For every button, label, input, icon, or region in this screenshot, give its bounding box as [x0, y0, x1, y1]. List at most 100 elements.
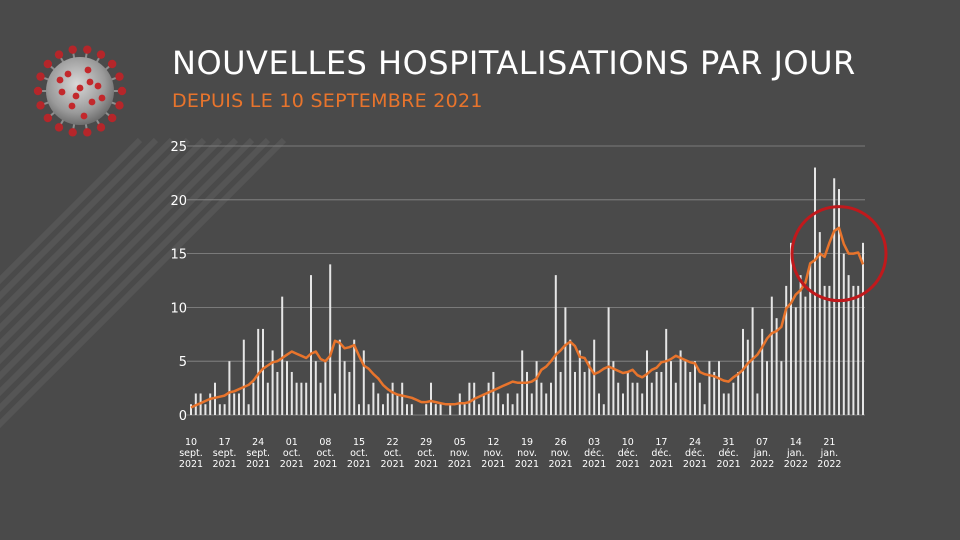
bar — [233, 393, 236, 415]
stripe — [0, 137, 255, 397]
x-tick-label: 24 déc. 2021 — [683, 437, 707, 470]
annotations — [790, 205, 888, 303]
x-tick-label: 03 déc. 2021 — [582, 437, 606, 470]
bar — [665, 328, 668, 415]
bar — [377, 393, 380, 415]
bar — [574, 371, 576, 415]
x-tick-label: 21 jan. 2022 — [817, 437, 841, 470]
bar — [607, 307, 610, 415]
bar — [862, 242, 864, 415]
coronavirus-icon — [33, 45, 127, 137]
x-tick-label: 12 nov. 2021 — [481, 437, 505, 470]
bar — [703, 404, 706, 415]
bar — [722, 393, 725, 415]
bar — [684, 361, 687, 415]
bar — [348, 371, 351, 415]
bar — [487, 382, 490, 415]
stripe — [0, 137, 271, 413]
bar — [578, 350, 581, 415]
page-subtitle: DEPUIS LE 10 SEPTEMBRE 2021 — [172, 90, 483, 112]
bar — [372, 382, 375, 415]
stripe — [0, 137, 207, 349]
bar — [300, 382, 303, 415]
bar — [386, 393, 389, 415]
bar — [833, 178, 836, 415]
bar — [636, 382, 639, 415]
bar — [775, 318, 778, 415]
bar — [367, 404, 370, 415]
bar — [804, 296, 807, 415]
x-tick-label: 07 jan. 2022 — [750, 437, 774, 470]
bar — [828, 285, 831, 415]
bar — [406, 404, 408, 415]
bar — [617, 382, 620, 415]
x-tick-label: 05 nov. 2021 — [448, 437, 472, 470]
bar — [468, 382, 471, 415]
x-tick-label: 01 oct. 2021 — [280, 437, 304, 470]
bar — [550, 382, 552, 415]
bar — [554, 275, 557, 415]
y-tick-label: 20 — [170, 194, 187, 209]
bar — [809, 264, 812, 415]
bar — [329, 264, 332, 415]
bar — [526, 371, 528, 415]
x-tick-label: 26 nov. 2021 — [549, 437, 573, 470]
x-tick-label: 10 déc. 2021 — [616, 437, 640, 470]
bar — [780, 361, 783, 415]
bar — [732, 382, 735, 415]
bar — [434, 404, 437, 415]
bar — [252, 382, 255, 415]
x-tick-label: 17 sept. 2021 — [213, 437, 237, 470]
bar — [262, 328, 264, 415]
bar — [276, 371, 279, 415]
bar — [737, 371, 740, 415]
bar — [506, 393, 509, 415]
bar — [218, 404, 221, 415]
bar — [391, 382, 394, 415]
bar — [746, 339, 749, 415]
bar — [338, 339, 341, 415]
bar — [497, 393, 500, 415]
y-tick-label: 25 — [170, 140, 187, 155]
bar — [396, 393, 399, 415]
stripe — [0, 137, 287, 429]
bar — [612, 361, 615, 415]
bar — [742, 328, 744, 415]
bar — [425, 404, 428, 415]
bar — [842, 253, 845, 415]
bar — [314, 361, 317, 415]
stripe — [0, 137, 143, 285]
bar — [626, 371, 629, 415]
bar — [430, 382, 432, 415]
bar — [401, 382, 404, 415]
bar — [694, 361, 696, 415]
bar — [670, 361, 672, 415]
bar — [247, 404, 250, 415]
bar — [223, 404, 226, 415]
bar — [766, 361, 768, 415]
bar — [511, 404, 514, 415]
x-tick-label: 31 déc. 2021 — [717, 437, 741, 470]
bar — [598, 393, 600, 415]
x-tick-label: 14 jan. 2022 — [784, 437, 808, 470]
bar — [439, 404, 442, 415]
bar — [266, 382, 269, 415]
stripe — [0, 137, 239, 381]
bar — [660, 371, 663, 415]
y-tick-label: 0 — [179, 409, 187, 424]
bar — [847, 275, 850, 415]
bar — [463, 404, 466, 415]
bar — [271, 350, 274, 415]
bar — [502, 404, 504, 415]
bar — [593, 339, 596, 415]
bar — [756, 393, 759, 415]
bar — [478, 404, 480, 415]
x-tick-label: 24 sept. 2021 — [246, 437, 270, 470]
bar — [852, 285, 855, 415]
bar — [622, 393, 624, 415]
series-line — [190, 226, 865, 409]
bar — [353, 339, 356, 415]
bar — [790, 242, 792, 415]
bar — [238, 393, 240, 415]
